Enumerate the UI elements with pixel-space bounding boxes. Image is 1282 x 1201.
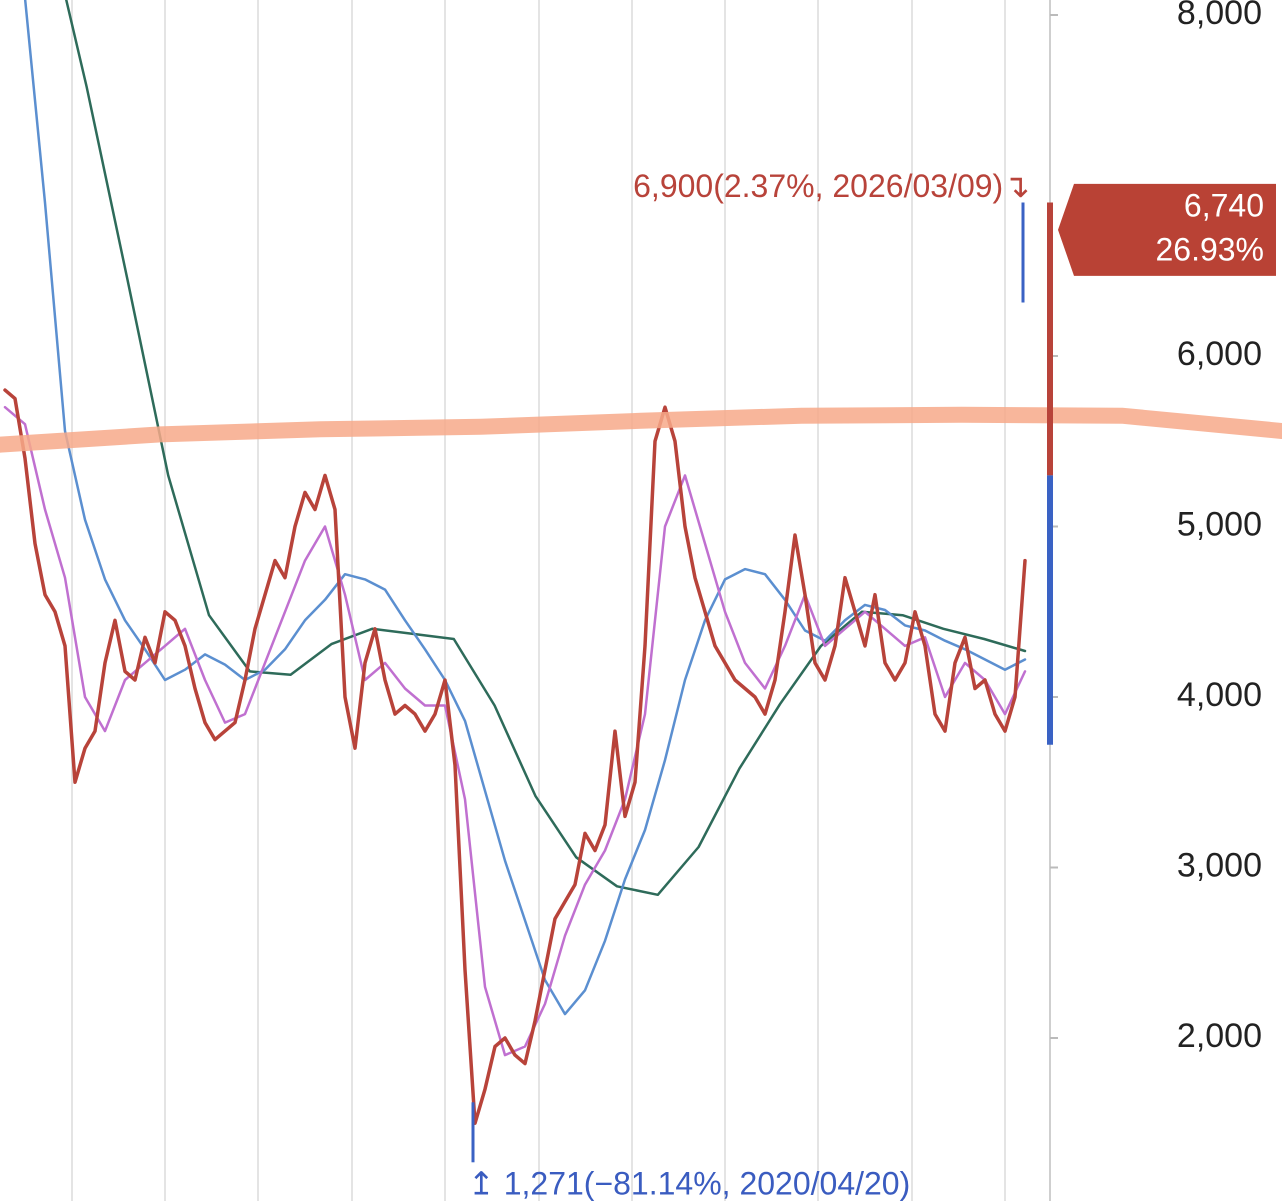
price-tag-price: 6,740 xyxy=(1184,187,1264,223)
y-tick-label: 5,000 xyxy=(1177,505,1262,543)
series-line xyxy=(64,0,1027,897)
y-tick-label: 8,000 xyxy=(1177,0,1262,32)
series-line xyxy=(3,388,1027,1126)
y-tick-label: 6,000 xyxy=(1177,335,1262,373)
price-tag-change: 26.93% xyxy=(1155,231,1264,267)
price-tag xyxy=(1058,183,1276,276)
reference-line xyxy=(0,406,1282,453)
y-tick-label: 4,000 xyxy=(1177,676,1262,714)
vertical-grid xyxy=(71,0,1006,1201)
y-tick-label: 3,000 xyxy=(1177,846,1262,884)
high-annotation: 6,900(2.37%, 2026/03/09)↴ xyxy=(633,168,1030,204)
low-annotation: ↥ 1,271(−81.14%, 2020/04/20) xyxy=(468,1166,910,1201)
y-tick-label: 2,000 xyxy=(1177,1017,1262,1055)
series-line xyxy=(3,405,1027,1057)
series-line xyxy=(23,0,1027,1016)
